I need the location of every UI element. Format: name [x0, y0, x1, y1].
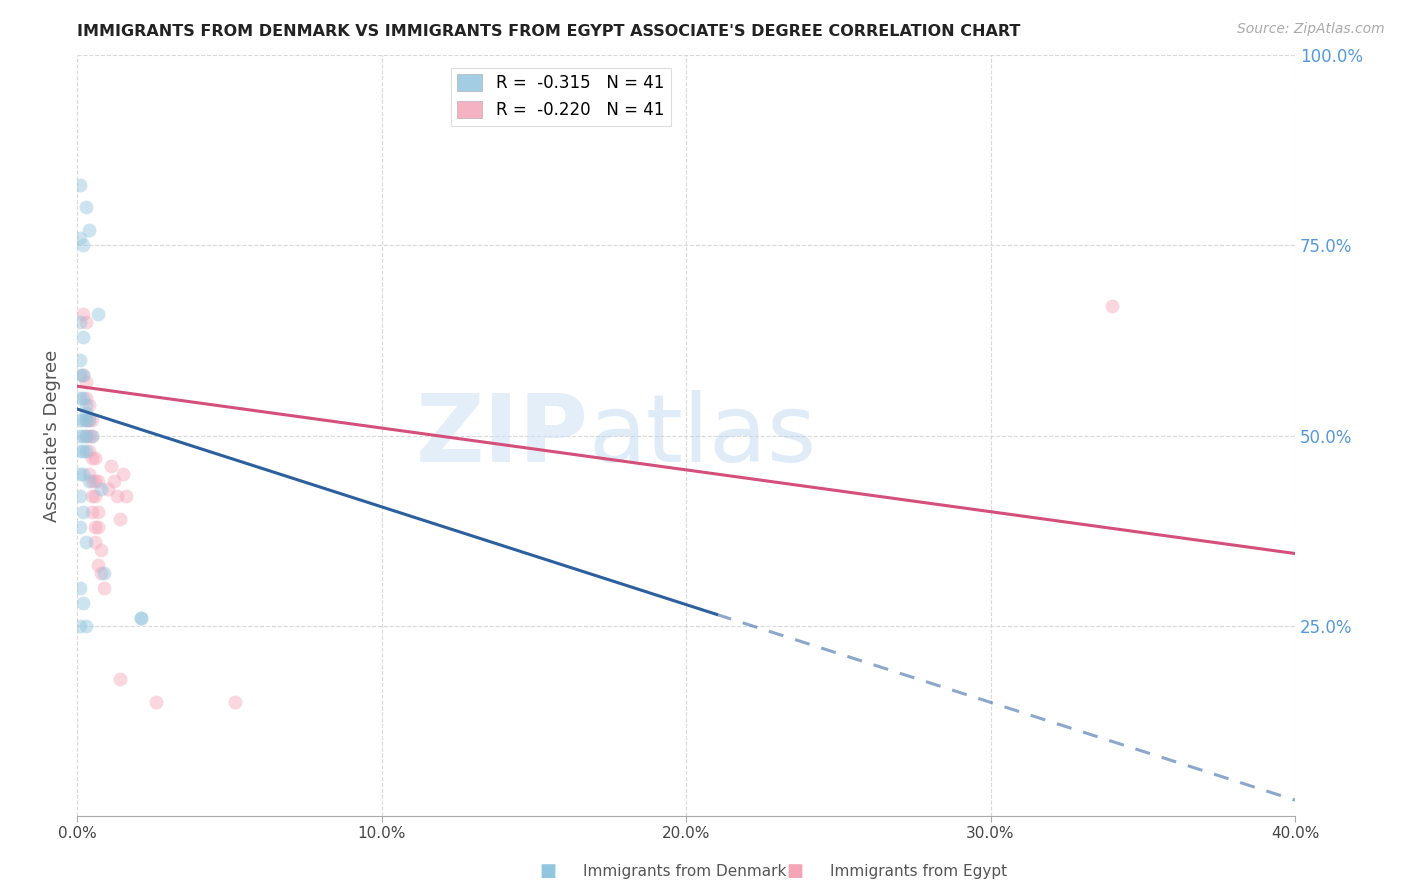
Point — [108, 672, 131, 686]
Point — [75, 413, 97, 427]
Point — [75, 391, 97, 405]
Point — [93, 566, 115, 580]
Point — [82, 490, 104, 504]
Point — [90, 542, 112, 557]
Text: IMMIGRANTS FROM DENMARK VS IMMIGRANTS FROM EGYPT ASSOCIATE'S DEGREE CORRELATION : IMMIGRANTS FROM DENMARK VS IMMIGRANTS FR… — [77, 24, 1021, 39]
Point — [87, 475, 110, 489]
Text: ZIP: ZIP — [416, 390, 589, 482]
Point — [69, 368, 91, 382]
Point — [77, 398, 100, 412]
Point — [108, 512, 131, 526]
Point — [90, 566, 112, 580]
Point — [1101, 299, 1123, 313]
Y-axis label: Associate's Degree: Associate's Degree — [44, 350, 60, 522]
Point — [82, 475, 104, 489]
Point — [96, 482, 118, 496]
Point — [87, 505, 110, 519]
Point — [93, 581, 115, 595]
Point — [77, 413, 100, 427]
Point — [77, 223, 100, 237]
Point — [75, 413, 97, 427]
Point — [69, 231, 91, 245]
Point — [84, 535, 107, 549]
Point — [114, 490, 136, 504]
Point — [69, 520, 91, 534]
Point — [75, 314, 97, 328]
Point — [75, 201, 97, 215]
Point — [90, 482, 112, 496]
Point — [69, 352, 91, 367]
Point — [72, 368, 94, 382]
Text: ■: ■ — [786, 862, 803, 880]
Point — [129, 611, 152, 625]
Point — [145, 695, 167, 709]
Text: atlas: atlas — [589, 390, 817, 482]
Point — [82, 451, 104, 466]
Point — [77, 467, 100, 481]
Point — [87, 558, 110, 572]
Text: Source: ZipAtlas.com: Source: ZipAtlas.com — [1237, 22, 1385, 37]
Point — [77, 428, 100, 442]
Point — [82, 428, 104, 442]
Point — [75, 428, 97, 442]
Point — [72, 307, 94, 321]
Point — [129, 611, 152, 625]
Point — [72, 391, 94, 405]
Point — [87, 520, 110, 534]
Point — [69, 467, 91, 481]
Legend: R =  -0.315   N = 41, R =  -0.220   N = 41: R = -0.315 N = 41, R = -0.220 N = 41 — [451, 68, 671, 126]
Point — [69, 490, 91, 504]
Point — [84, 475, 107, 489]
Point — [82, 428, 104, 442]
Point — [69, 413, 91, 427]
Point — [100, 458, 122, 473]
Point — [103, 475, 125, 489]
Point — [75, 428, 97, 442]
Point — [69, 178, 91, 192]
Point — [77, 475, 100, 489]
Text: Immigrants from Egypt: Immigrants from Egypt — [830, 864, 1007, 879]
Point — [75, 443, 97, 458]
Point — [77, 443, 100, 458]
Point — [84, 490, 107, 504]
Point — [105, 490, 128, 504]
Point — [111, 467, 134, 481]
Point — [75, 398, 97, 412]
Point — [224, 695, 246, 709]
Point — [75, 535, 97, 549]
Point — [69, 391, 91, 405]
Point — [82, 413, 104, 427]
Point — [72, 413, 94, 427]
Point — [75, 376, 97, 390]
Point — [77, 413, 100, 427]
Point — [69, 428, 91, 442]
Point — [69, 581, 91, 595]
Point — [72, 238, 94, 252]
Point — [84, 520, 107, 534]
Point — [72, 368, 94, 382]
Text: ■: ■ — [540, 862, 557, 880]
Point — [69, 443, 91, 458]
Point — [72, 467, 94, 481]
Text: Immigrants from Denmark: Immigrants from Denmark — [583, 864, 787, 879]
Point — [72, 330, 94, 344]
Point — [75, 406, 97, 420]
Point — [72, 443, 94, 458]
Point — [72, 596, 94, 610]
Point — [84, 451, 107, 466]
Point — [75, 619, 97, 633]
Point — [72, 428, 94, 442]
Point — [69, 314, 91, 328]
Point — [82, 505, 104, 519]
Point — [87, 307, 110, 321]
Point — [72, 505, 94, 519]
Point — [69, 619, 91, 633]
